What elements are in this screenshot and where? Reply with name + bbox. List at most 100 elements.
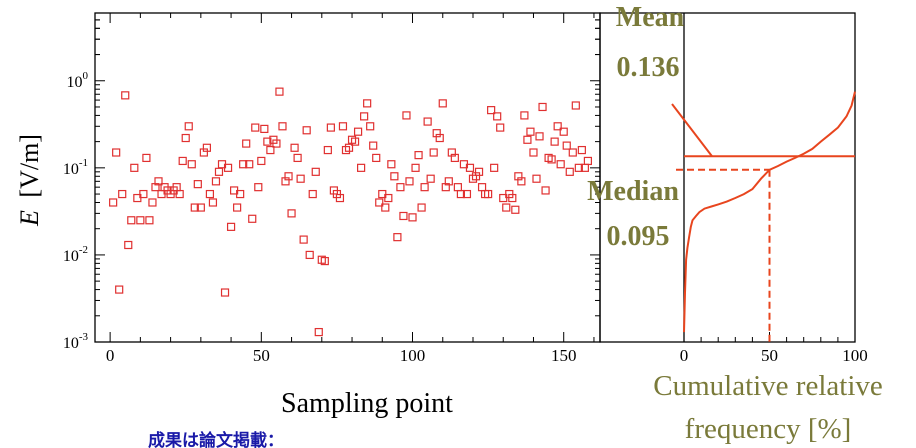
x-tick-label: 50 <box>253 346 270 365</box>
data-point <box>236 189 245 199</box>
data-point <box>344 143 354 152</box>
y-tick-label: 10-1 <box>63 157 88 178</box>
data-point <box>142 153 151 163</box>
data-point <box>242 139 251 148</box>
data-point <box>390 172 399 181</box>
data-point <box>287 209 296 218</box>
data-point <box>565 167 574 176</box>
data-point <box>223 163 233 172</box>
data-point <box>109 198 118 207</box>
data-point <box>517 177 526 186</box>
data-point <box>363 99 372 108</box>
data-point <box>245 160 254 169</box>
data-point <box>187 160 196 169</box>
data-point <box>299 235 308 244</box>
y-tick-label: 10-2 <box>63 244 88 265</box>
data-point <box>366 122 375 131</box>
cdf-x-tick-label: 0 <box>680 346 689 365</box>
data-point <box>130 163 139 172</box>
data-point <box>375 198 384 207</box>
data-point <box>175 189 184 199</box>
data-point <box>393 233 402 242</box>
data-point <box>115 285 124 294</box>
data-point <box>562 141 571 150</box>
x-tick-labels: 0 50 100 150 <box>106 346 577 365</box>
data-point <box>456 189 465 199</box>
x-tick-label: 0 <box>106 346 115 365</box>
y-tick-labels: 100 10-1 10-2 10-3 <box>63 70 89 352</box>
data-point <box>462 189 472 199</box>
data-point <box>384 193 393 203</box>
y-tick-label: 10-3 <box>63 331 89 352</box>
data-point <box>184 122 193 131</box>
data-point <box>547 155 556 164</box>
data-point <box>532 174 541 183</box>
data-point <box>357 163 366 172</box>
data-point <box>320 256 329 266</box>
x-tick-label: 150 <box>551 346 577 365</box>
data-point <box>420 183 429 192</box>
data-point <box>148 198 157 207</box>
scatter-panel: 100 10-1 10-2 10-3 0 50 100 150 E [V/m] Sampli… <box>15 12 601 419</box>
data-point <box>127 216 136 225</box>
data-point <box>254 183 263 192</box>
data-point <box>139 189 148 199</box>
data-point <box>311 167 320 176</box>
data-point <box>233 203 242 212</box>
data-point <box>477 183 487 192</box>
data-point <box>205 189 215 199</box>
data-point <box>429 148 438 157</box>
data-point <box>196 203 205 212</box>
data-point <box>423 117 432 126</box>
data-point <box>260 124 269 134</box>
data-point <box>226 222 236 231</box>
data-point <box>553 122 562 131</box>
data-point <box>484 189 493 199</box>
data-point <box>541 186 550 195</box>
data-point <box>220 288 230 297</box>
data-point <box>293 153 302 163</box>
data-point <box>529 148 538 157</box>
cdf-panel: 0 50 100 Mean 0.136 Median 0.095 Cumulativ… <box>587 2 883 445</box>
data-point <box>154 177 163 186</box>
data-point <box>266 145 275 155</box>
data-point <box>465 163 475 172</box>
cropped-title-band <box>220 0 600 6</box>
data-point <box>326 123 335 132</box>
data-point <box>181 133 190 143</box>
cdf-overlays <box>671 103 855 342</box>
x-axis-label: Sampling point <box>281 388 453 419</box>
data-point <box>387 160 396 169</box>
data-point <box>335 193 345 203</box>
data-point <box>118 189 127 199</box>
data-point <box>121 91 130 100</box>
x-tick-marks <box>109 13 595 342</box>
y-axis-unit: [V/m] <box>15 134 44 198</box>
data-point <box>438 99 447 108</box>
data-point <box>453 183 462 192</box>
data-point <box>278 122 287 131</box>
data-point <box>535 132 544 141</box>
data-point <box>526 127 535 136</box>
data-point <box>574 163 583 172</box>
data-point <box>251 123 260 132</box>
data-point <box>411 163 420 172</box>
y-axis-symbol: E <box>15 210 44 227</box>
data-point <box>338 122 348 131</box>
x-tick-label: 100 <box>400 346 426 365</box>
data-point <box>275 87 284 96</box>
data-point <box>583 156 593 166</box>
data-point <box>487 106 496 115</box>
data-point <box>550 137 559 146</box>
y-axis-label: E [V/m] <box>15 134 44 227</box>
cdf-plot-frame <box>599 12 856 343</box>
data-point <box>556 160 565 169</box>
data-point <box>208 198 218 207</box>
data-point <box>399 211 408 221</box>
data-point <box>396 183 405 192</box>
data-point <box>136 216 145 225</box>
data-point <box>523 135 532 144</box>
data-point <box>502 203 511 212</box>
data-point <box>178 156 187 166</box>
